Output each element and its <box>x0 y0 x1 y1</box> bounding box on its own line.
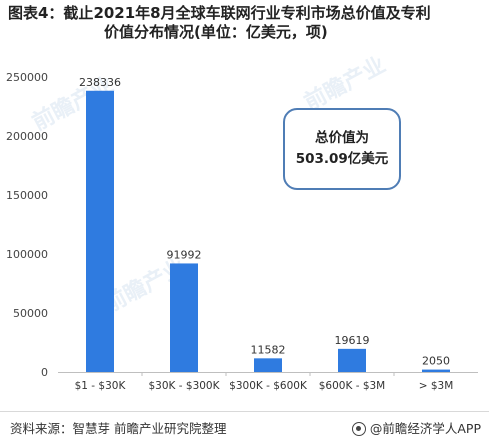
y-tick-label: 100000 <box>6 248 48 261</box>
y-tick-label: 50000 <box>13 307 48 320</box>
total-value-callout: 总价值为 503.09亿美元 <box>283 108 401 190</box>
brand-label: @前瞻经济学人APP <box>369 421 481 436</box>
x-tick-label: $300K - $600K <box>229 380 308 392</box>
bar <box>170 263 198 372</box>
x-tick-label: $30K - $300K <box>149 380 221 392</box>
x-tick-label: $600K - $3M <box>319 380 386 392</box>
bar-data-label: 238336 <box>79 76 121 89</box>
chart-title: 图表4：截止2021年8月全球车联网行业专利市场总价值及专利 价值分布情况(单位… <box>8 4 482 42</box>
source-note: 资料来源：智慧芽 前瞻产业研究院整理 <box>10 421 227 436</box>
callout-line-1: 总价值为 <box>315 130 369 146</box>
y-tick-label: 250000 <box>6 71 48 84</box>
title-line-2: 价值分布情况(单位：亿美元，项) <box>104 23 328 41</box>
callout-line-2: 503.09亿美元 <box>295 151 389 167</box>
bar-data-label: 11582 <box>251 343 286 356</box>
bar <box>422 369 450 372</box>
brand-logo-icon <box>351 422 366 436</box>
bar <box>338 348 366 372</box>
y-tick-label: 150000 <box>6 189 48 202</box>
x-tick-label: $1 - $30K <box>75 380 127 392</box>
footer: 资料来源：智慧芽 前瞻产业研究院整理 @前瞻经济学人APP <box>0 411 489 445</box>
bar <box>254 358 282 372</box>
y-tick-label: 0 <box>41 366 48 379</box>
bar-data-label: 91992 <box>167 248 202 261</box>
y-tick-label: 200000 <box>6 130 48 143</box>
bar-data-label: 2050 <box>422 355 450 368</box>
title-line-1: 图表4：截止2021年8月全球车联网行业专利市场总价值及专利 <box>8 4 431 22</box>
bar-chart: 0 50000 100000 150000 200000 250000 238336 $1 -… <box>6 71 478 392</box>
bar <box>86 90 114 372</box>
brand-credit: @前瞻经济学人APP <box>351 418 481 437</box>
x-tick-label: > $3M <box>419 380 454 392</box>
bar-data-label: 19619 <box>335 334 370 347</box>
